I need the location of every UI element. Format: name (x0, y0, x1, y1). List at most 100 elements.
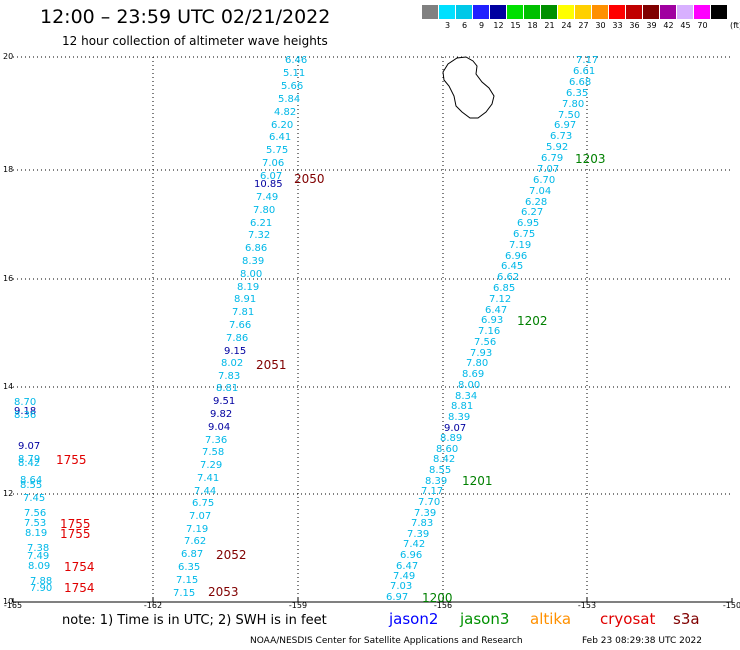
wave-height-value: 8.70 (14, 397, 37, 408)
wave-height-value: 6.95 (517, 218, 540, 229)
wave-height-value: 6.61 (573, 66, 596, 77)
satellite-name-cryosat: cryosat (600, 610, 656, 628)
wave-height-value: 6.41 (269, 132, 292, 143)
wave-height-value: 7.36 (205, 435, 228, 446)
wave-height-value: 6.79 (541, 153, 564, 164)
pass-time-label: 1201 (462, 474, 493, 488)
wave-height-value: 7.66 (229, 320, 252, 331)
wave-height-value: 7.56 (24, 508, 47, 519)
longitude-label: -156 (433, 601, 453, 610)
wave-height-value: 6.73 (550, 131, 573, 142)
legend-swatch (575, 5, 592, 19)
legend-label: 45 (680, 21, 691, 30)
wave-height-value: 8.81 (216, 383, 239, 394)
legend-label: 27 (578, 21, 589, 30)
wave-height-value: 5.92 (546, 142, 569, 153)
legend-swatch (456, 5, 473, 19)
wave-height-value: 5.66 (281, 81, 304, 92)
legend-swatch (558, 5, 575, 19)
wave-height-value: 8.42 (433, 454, 456, 465)
wave-height-value: 7.80 (253, 205, 276, 216)
wave-height-value: 7.83 (218, 371, 241, 382)
pass-time-label: 1754 (64, 560, 95, 574)
wave-height-value: 7.07 (537, 164, 560, 175)
legend-swatch (677, 5, 694, 19)
wave-height-value: 7.93 (470, 348, 493, 359)
wave-height-value: 7.16 (478, 326, 501, 337)
wave-height-value: 7.06 (262, 158, 285, 169)
legend-label: 24 (561, 21, 572, 30)
legend-swatch (439, 5, 456, 19)
wave-height-value: 5.84 (278, 94, 301, 105)
hawaii-island-coastline (442, 56, 495, 119)
wave-height-value: 8.55 (429, 465, 452, 476)
wave-height-value: 6.96 (505, 251, 528, 262)
wave-height-value: 7.62 (184, 536, 207, 547)
latitude-label: 14 (3, 382, 14, 391)
wave-height-value: 9.15 (224, 346, 247, 357)
latitude-label: 10 (3, 597, 14, 606)
wave-height-value: 6.07 (260, 171, 283, 182)
wave-height-value: 7.58 (202, 447, 225, 458)
wave-height-value: 7.15 (173, 588, 196, 599)
wave-height-value: 8.34 (455, 391, 478, 402)
wave-height-value: 6.27 (521, 207, 544, 218)
latitude-label: 18 (3, 165, 14, 174)
legend-swatch (626, 5, 643, 19)
longitude-label: -153 (577, 601, 597, 610)
legend-label: 42 (663, 21, 674, 30)
wave-height-value: 7.12 (489, 294, 512, 305)
wave-height-value: 9.07 (18, 441, 41, 452)
legend-label: 15 (510, 21, 521, 30)
latitude-label: 12 (3, 489, 14, 498)
wave-height-value: 6.75 (192, 498, 215, 509)
wave-height-value: 7.42 (403, 539, 426, 550)
wave-height-value: 8.19 (25, 528, 48, 539)
legend-swatch (694, 5, 711, 19)
generated-timestamp: Feb 23 08:29:38 UTC 2022 (582, 636, 702, 646)
longitude-label: -159 (288, 601, 308, 610)
wave-height-value: 7.90 (30, 583, 53, 594)
wave-height-value: 7.39 (414, 508, 437, 519)
wave-height-value: 9.82 (210, 409, 233, 420)
wave-height-value: 6.35 (178, 562, 201, 573)
wave-height-value: 7.17 (576, 55, 599, 66)
satellite-name-altika: altika (530, 610, 572, 628)
wave-height-value: 4.82 (274, 107, 297, 118)
wave-height-value: 8.55 (20, 480, 43, 491)
wave-height-value: 8.60 (436, 444, 459, 455)
wave-height-value: 7.49 (393, 571, 416, 582)
wave-height-value: 7.83 (411, 518, 434, 529)
wave-height-value: 5.75 (266, 145, 289, 156)
wave-height-value: 8.00 (458, 380, 481, 391)
latitude-label: 16 (3, 274, 14, 283)
wave-height-value: 8.91 (234, 294, 257, 305)
pass-time-label: 2050 (294, 172, 325, 186)
legend-swatch (490, 5, 507, 19)
wave-height-value: 6.45 (501, 261, 524, 272)
legend-label: 9 (478, 21, 485, 30)
legend-swatch (473, 5, 490, 19)
wave-height-value: 6.85 (493, 283, 516, 294)
wave-height-value: 7.04 (529, 186, 552, 197)
pass-time-label: 1203 (575, 152, 606, 166)
wave-height-value: 7.19 (186, 524, 209, 535)
longitude-label: -162 (143, 601, 163, 610)
wave-height-value: 9.18 (14, 406, 37, 417)
wave-height-value: 7.32 (248, 230, 271, 241)
wave-height-value: 7.50 (558, 110, 581, 121)
legend-swatch (609, 5, 626, 19)
wave-height-value: 7.07 (189, 511, 212, 522)
longitude-label: -165 (3, 601, 23, 610)
wave-height-value: 8.02 (221, 358, 244, 369)
legend-swatch (541, 5, 558, 19)
pass-time-label: 1202 (517, 314, 548, 328)
legend-swatch (660, 5, 677, 19)
wave-height-value: 6.97 (554, 120, 577, 131)
wave-height-value: 7.56 (474, 337, 497, 348)
lat-lon-grid (12, 56, 733, 603)
wave-height-value: 8.81 (451, 401, 474, 412)
wave-height-value: 6.35 (566, 88, 589, 99)
wave-height-value: 6.47 (485, 305, 508, 316)
legend-label: 3 (444, 21, 451, 30)
